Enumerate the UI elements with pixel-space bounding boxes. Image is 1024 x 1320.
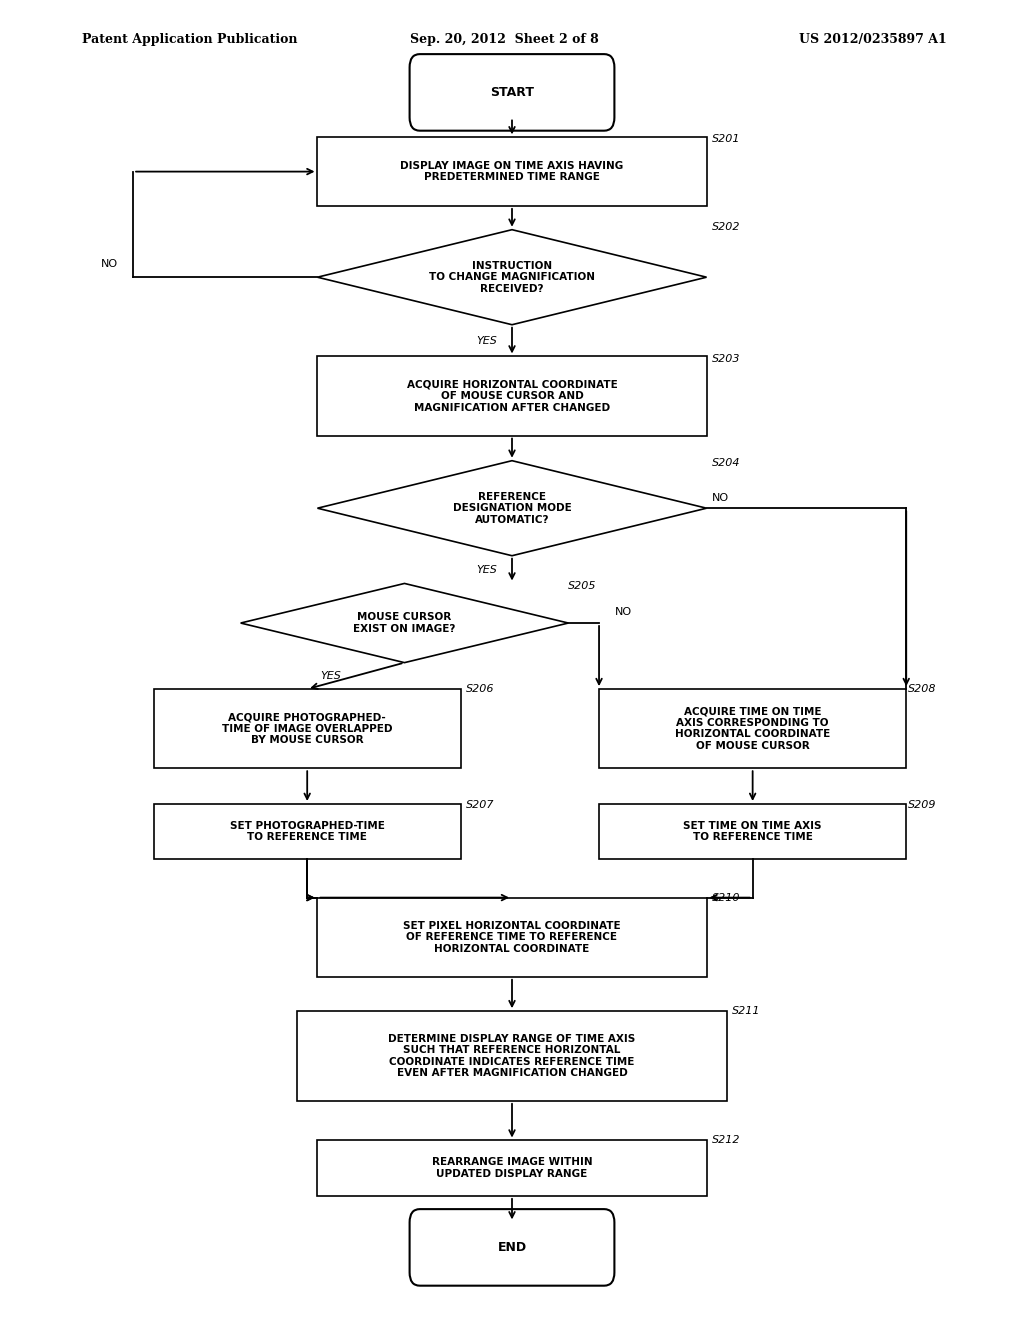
FancyBboxPatch shape — [154, 804, 461, 859]
Text: NO: NO — [100, 259, 118, 269]
FancyBboxPatch shape — [154, 689, 461, 768]
Text: REFERENCE
DESIGNATION MODE
AUTOMATIC?: REFERENCE DESIGNATION MODE AUTOMATIC? — [453, 491, 571, 525]
FancyBboxPatch shape — [599, 804, 906, 859]
Text: NO: NO — [712, 492, 729, 503]
FancyBboxPatch shape — [599, 689, 906, 768]
Text: DISPLAY IMAGE ON TIME AXIS HAVING
PREDETERMINED TIME RANGE: DISPLAY IMAGE ON TIME AXIS HAVING PREDET… — [400, 161, 624, 182]
FancyBboxPatch shape — [317, 356, 707, 436]
Text: S201: S201 — [712, 133, 740, 144]
Text: S204: S204 — [712, 458, 740, 469]
Text: ACQUIRE HORIZONTAL COORDINATE
OF MOUSE CURSOR AND
MAGNIFICATION AFTER CHANGED: ACQUIRE HORIZONTAL COORDINATE OF MOUSE C… — [407, 379, 617, 413]
Polygon shape — [241, 583, 568, 663]
Text: START: START — [490, 86, 534, 99]
Text: S206: S206 — [466, 684, 495, 694]
Text: S203: S203 — [712, 354, 740, 364]
FancyBboxPatch shape — [317, 1140, 707, 1196]
Text: SET PIXEL HORIZONTAL COORDINATE
OF REFERENCE TIME TO REFERENCE
HORIZONTAL COORDI: SET PIXEL HORIZONTAL COORDINATE OF REFER… — [403, 920, 621, 954]
Polygon shape — [317, 461, 707, 556]
Text: REARRANGE IMAGE WITHIN
UPDATED DISPLAY RANGE: REARRANGE IMAGE WITHIN UPDATED DISPLAY R… — [432, 1158, 592, 1179]
Text: Sep. 20, 2012  Sheet 2 of 8: Sep. 20, 2012 Sheet 2 of 8 — [410, 33, 598, 46]
FancyBboxPatch shape — [317, 137, 707, 206]
Text: S208: S208 — [908, 684, 937, 694]
FancyBboxPatch shape — [410, 54, 614, 131]
Text: END: END — [498, 1241, 526, 1254]
Text: S211: S211 — [732, 1006, 761, 1016]
Text: S202: S202 — [712, 222, 740, 232]
Text: ACQUIRE TIME ON TIME
AXIS CORRESPONDING TO
HORIZONTAL COORDINATE
OF MOUSE CURSOR: ACQUIRE TIME ON TIME AXIS CORRESPONDING … — [675, 706, 830, 751]
Text: S209: S209 — [908, 800, 937, 810]
Text: YES: YES — [476, 565, 497, 574]
Text: SET TIME ON TIME AXIS
TO REFERENCE TIME: SET TIME ON TIME AXIS TO REFERENCE TIME — [683, 821, 822, 842]
Polygon shape — [317, 230, 707, 325]
Text: S205: S205 — [568, 581, 597, 591]
Text: Patent Application Publication: Patent Application Publication — [82, 33, 297, 46]
Text: S210: S210 — [712, 892, 740, 903]
FancyBboxPatch shape — [410, 1209, 614, 1286]
Text: US 2012/0235897 A1: US 2012/0235897 A1 — [799, 33, 946, 46]
Text: INSTRUCTION
TO CHANGE MAGNIFICATION
RECEIVED?: INSTRUCTION TO CHANGE MAGNIFICATION RECE… — [429, 260, 595, 294]
Text: FIG.2: FIG.2 — [475, 73, 549, 96]
FancyBboxPatch shape — [297, 1011, 727, 1101]
FancyBboxPatch shape — [317, 898, 707, 977]
Text: YES: YES — [476, 335, 497, 346]
Text: ACQUIRE PHOTOGRAPHED-
TIME OF IMAGE OVERLAPPED
BY MOUSE CURSOR: ACQUIRE PHOTOGRAPHED- TIME OF IMAGE OVER… — [222, 711, 392, 746]
Text: MOUSE CURSOR
EXIST ON IMAGE?: MOUSE CURSOR EXIST ON IMAGE? — [353, 612, 456, 634]
Text: S212: S212 — [712, 1135, 740, 1146]
Text: S207: S207 — [466, 800, 495, 810]
Text: DETERMINE DISPLAY RANGE OF TIME AXIS
SUCH THAT REFERENCE HORIZONTAL
COORDINATE I: DETERMINE DISPLAY RANGE OF TIME AXIS SUC… — [388, 1034, 636, 1078]
Text: NO: NO — [614, 607, 632, 618]
Text: YES: YES — [319, 671, 341, 681]
Text: SET PHOTOGRAPHED-TIME
TO REFERENCE TIME: SET PHOTOGRAPHED-TIME TO REFERENCE TIME — [229, 821, 385, 842]
